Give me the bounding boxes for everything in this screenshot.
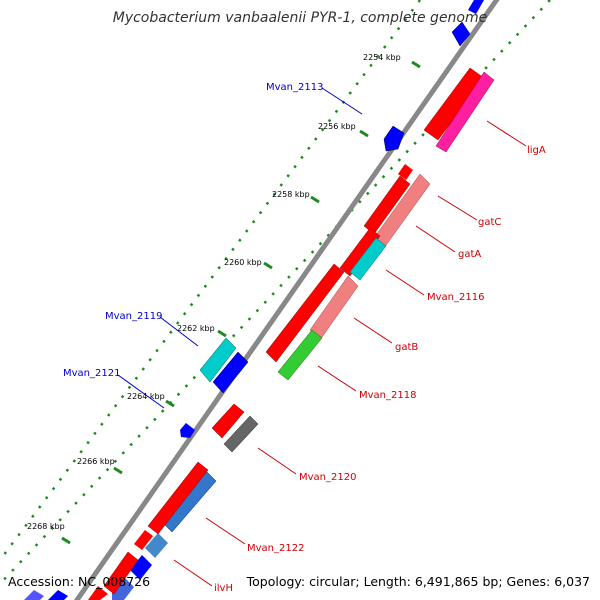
- kbp-label: 2262 kbp: [177, 324, 215, 333]
- gene-label-reverse[interactable]: Mvan_2121: [63, 368, 120, 379]
- gene-feature[interactable]: [24, 590, 44, 600]
- gene-feature[interactable]: [145, 533, 168, 558]
- gene-feature[interactable]: [112, 577, 134, 600]
- gene-feature[interactable]: [130, 555, 152, 580]
- gene-label-forward[interactable]: Mvan_2120: [299, 472, 356, 483]
- kbp-label: 2266 kbp: [77, 457, 115, 466]
- gene-feature[interactable]: [103, 551, 139, 595]
- gene-feature[interactable]: [147, 461, 209, 535]
- gene-label-forward[interactable]: gatA: [458, 249, 481, 260]
- gene-feature[interactable]: [211, 403, 245, 439]
- reverse-leader-lines: [117, 87, 363, 409]
- gene-label-forward[interactable]: gatB: [395, 342, 418, 353]
- kbp-label: 2268 kbp: [27, 522, 65, 531]
- gene-feature[interactable]: [468, 0, 484, 14]
- gene-feature[interactable]: [223, 415, 259, 453]
- reverse-strand-features: [24, 0, 484, 600]
- gene-feature[interactable]: [212, 351, 249, 394]
- inner-dotted-track: [0, 0, 421, 563]
- gene-feature[interactable]: [180, 423, 195, 438]
- gene-feature[interactable]: [451, 21, 471, 47]
- gene-label-forward[interactable]: Mvan_2116: [427, 292, 484, 303]
- gene-label-forward[interactable]: ilvH: [214, 583, 233, 594]
- gene-label-forward[interactable]: Mvan_2118: [359, 390, 416, 401]
- kbp-label: 2258 kbp: [272, 190, 310, 199]
- gene-label-forward[interactable]: gatC: [478, 217, 501, 228]
- gene-feature[interactable]: [134, 530, 153, 550]
- gene-feature[interactable]: [199, 337, 237, 383]
- kbp-label: 2264 kbp: [127, 392, 165, 401]
- gene-feature[interactable]: [398, 164, 413, 180]
- gene-label-reverse[interactable]: Mvan_2119: [105, 311, 162, 322]
- kbp-ticks: [61, 60, 421, 545]
- kbp-label: 2254 kbp: [363, 53, 401, 62]
- gene-feature[interactable]: [339, 227, 381, 277]
- gene-feature[interactable]: [277, 329, 323, 381]
- kbp-label: 2260 kbp: [224, 258, 262, 267]
- gene-label-forward[interactable]: Mvan_2122: [247, 543, 304, 554]
- gene-label-reverse[interactable]: Mvan_2113: [266, 82, 323, 93]
- genome-summary-text: Topology: circular; Length: 6,491,865 bp…: [246, 574, 590, 589]
- kbp-label: 2256 kbp: [318, 122, 356, 131]
- gene-label-forward[interactable]: ligA: [527, 145, 546, 156]
- gene-feature[interactable]: [265, 263, 345, 363]
- genome-title: Mycobacterium vanbaalenii PYR-1, complet…: [112, 10, 488, 26]
- gene-feature[interactable]: [88, 586, 108, 600]
- gene-feature[interactable]: [435, 71, 495, 153]
- accession-text: Accession: NC_008726: [8, 574, 151, 589]
- gene-feature[interactable]: [48, 590, 68, 600]
- gene-feature[interactable]: [349, 237, 387, 281]
- genome-backbone: [73, 0, 500, 600]
- forward-strand-features: [88, 67, 495, 600]
- gene-feature[interactable]: [383, 125, 405, 152]
- forward-leader-lines: [173, 120, 527, 587]
